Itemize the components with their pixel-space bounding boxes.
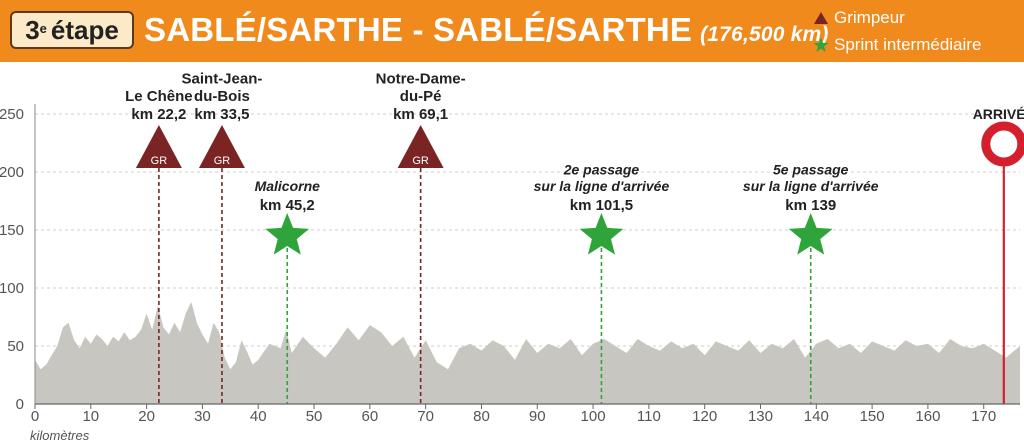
climb-badge: GR xyxy=(214,155,231,167)
star-icon xyxy=(808,37,834,53)
legend-label-sprint: Sprint intermédiaire xyxy=(834,34,982,54)
x-tick-label: 80 xyxy=(473,408,490,425)
climb-badge: GR xyxy=(412,155,429,167)
header-banner: 3 e étape SABLÉ/SARTHE - SABLÉ/SARTHE (176,… xyxy=(0,0,1024,62)
x-tick-label: 90 xyxy=(529,408,546,425)
x-tick-label: 120 xyxy=(692,408,717,425)
climb-triangle xyxy=(397,125,444,168)
route-title: SABLÉ/SARTHE - SABLÉ/SARTHE (176,500 km) xyxy=(144,11,829,49)
stage-word: étape xyxy=(50,14,119,45)
x-tick-label: 30 xyxy=(194,408,211,425)
x-axis-title: kilomètres xyxy=(30,428,90,443)
legend-item-sprint: Sprint intermédiaire xyxy=(808,31,1022,58)
climb-triangle xyxy=(198,125,245,168)
finish-icon xyxy=(981,121,1024,167)
y-tick-label: 0 xyxy=(16,396,24,413)
legend: Grimpeur Sprint intermédiaire xyxy=(808,4,1022,58)
y-tick-label: 200 xyxy=(0,164,24,181)
y-tick-label: 100 xyxy=(0,280,24,297)
y-tick-label: 50 xyxy=(7,338,24,355)
sprint-name-label: 5e passage sur la ligne d'arrivée xyxy=(743,161,879,194)
y-tick-label: 150 xyxy=(0,222,24,239)
sprint-star xyxy=(579,213,624,255)
x-tick-label: 0 xyxy=(31,408,39,425)
sprint-km-label: km 101,5 xyxy=(570,197,633,214)
triangle-icon xyxy=(808,11,834,25)
sprint-name-label: Malicorne xyxy=(255,178,321,194)
sprint-star xyxy=(265,213,310,255)
y-tick-label: 250 xyxy=(0,106,24,123)
x-tick-label: 140 xyxy=(804,408,829,425)
climb-badge: GR xyxy=(151,155,168,167)
elevation-profile-area xyxy=(35,301,1020,404)
x-tick-label: 10 xyxy=(82,408,99,425)
sprint-km-label: km 139 xyxy=(785,197,836,214)
x-tick-label: 110 xyxy=(637,408,661,425)
x-tick-label: 40 xyxy=(250,408,267,425)
stage-number: 3 xyxy=(25,14,40,45)
climb-triangle xyxy=(135,125,182,168)
x-tick-label: 170 xyxy=(971,408,996,425)
sprint-star xyxy=(788,213,833,255)
climb-km-label: km 33,5 xyxy=(194,106,249,123)
route-distance: (176,500 km) xyxy=(700,23,829,46)
sprint-name-label: 2e passage sur la ligne d'arrivée xyxy=(534,161,670,194)
climb-name-label: Le Chêne xyxy=(125,88,193,105)
x-tick-label: 100 xyxy=(581,408,606,425)
x-tick-label: 50 xyxy=(306,408,323,425)
climb-km-label: km 22,2 xyxy=(131,106,186,123)
finish-label: ARRIVÉE xyxy=(973,106,1024,122)
legend-label-climb: Grimpeur xyxy=(834,7,905,27)
route-name: SABLÉ/SARTHE - SABLÉ/SARTHE xyxy=(144,11,693,48)
stage-suffix: e xyxy=(39,20,47,36)
x-tick-label: 150 xyxy=(860,408,885,425)
stage-badge: 3 e étape xyxy=(10,11,134,49)
x-tick-label: 70 xyxy=(417,408,434,425)
climb-name-label: Notre-Dame-du-Pé xyxy=(376,70,466,105)
x-tick-label: 20 xyxy=(138,408,155,425)
x-tick-label: 160 xyxy=(915,408,940,425)
sprint-km-label: km 45,2 xyxy=(260,197,315,214)
x-tick-label: 60 xyxy=(362,408,379,425)
x-tick-label: 130 xyxy=(748,408,773,425)
climb-km-label: km 69,1 xyxy=(393,106,448,123)
legend-item-climb: Grimpeur xyxy=(808,4,1022,31)
climb-name-label: Saint-Jean-du-Bois xyxy=(182,70,263,105)
